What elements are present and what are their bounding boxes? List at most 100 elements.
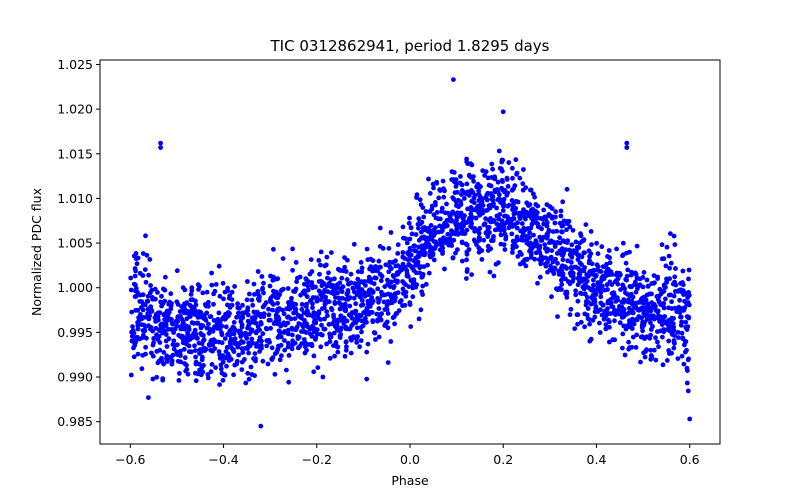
data-point xyxy=(219,330,224,335)
data-point xyxy=(344,344,349,350)
data-point xyxy=(263,300,269,305)
data-point xyxy=(568,306,574,312)
data-point xyxy=(585,306,591,311)
data-point xyxy=(196,313,202,319)
data-point xyxy=(529,207,534,213)
data-point xyxy=(477,235,482,241)
data-point xyxy=(318,292,323,297)
data-point xyxy=(402,302,408,308)
data-point xyxy=(628,308,634,314)
data-point xyxy=(334,318,340,324)
data-point xyxy=(521,167,526,172)
data-point xyxy=(421,226,427,232)
data-point xyxy=(239,346,245,351)
data-point xyxy=(575,282,581,288)
data-point xyxy=(644,334,650,340)
data-point xyxy=(548,254,554,260)
x-tick-label: 0.6 xyxy=(680,452,700,467)
data-point xyxy=(508,220,514,225)
data-point xyxy=(302,288,307,294)
data-point xyxy=(166,355,172,360)
data-point xyxy=(678,314,683,320)
y-tick-label: 1.010 xyxy=(57,191,93,206)
data-point xyxy=(246,331,252,337)
data-point xyxy=(498,241,504,247)
data-point xyxy=(447,239,453,245)
data-point xyxy=(607,279,613,285)
data-point xyxy=(165,359,170,364)
data-point xyxy=(290,338,295,344)
data-point xyxy=(181,338,186,343)
data-point xyxy=(348,313,354,319)
data-point xyxy=(353,301,359,307)
data-point xyxy=(162,298,168,304)
data-point xyxy=(350,285,356,291)
data-point xyxy=(490,166,495,172)
data-point xyxy=(504,177,510,182)
data-point xyxy=(153,325,159,331)
data-point xyxy=(258,342,264,348)
data-point xyxy=(404,240,410,246)
data-point xyxy=(549,248,555,254)
data-point xyxy=(479,248,485,254)
data-point xyxy=(624,277,629,283)
data-point xyxy=(219,370,225,376)
data-point xyxy=(676,335,681,340)
data-point xyxy=(476,245,482,251)
data-point xyxy=(669,299,674,305)
data-point xyxy=(400,286,406,292)
data-point xyxy=(532,256,538,262)
data-point xyxy=(245,312,251,318)
x-tick-label: 0.0 xyxy=(400,452,420,467)
data-point xyxy=(304,321,309,327)
data-point xyxy=(385,299,391,304)
data-point xyxy=(641,270,647,275)
data-point xyxy=(660,334,665,340)
data-point xyxy=(622,352,628,358)
data-point xyxy=(552,244,558,249)
data-point xyxy=(226,295,232,301)
data-point xyxy=(559,287,564,292)
data-point xyxy=(220,377,226,383)
data-point xyxy=(267,283,273,289)
data-point xyxy=(152,286,158,292)
data-point xyxy=(431,257,437,263)
data-point xyxy=(263,326,269,331)
data-point xyxy=(421,264,427,269)
data-point xyxy=(174,323,180,329)
data-point xyxy=(342,264,348,270)
data-point xyxy=(593,288,599,293)
data-point xyxy=(580,285,586,290)
data-point xyxy=(564,265,569,271)
data-point xyxy=(359,269,365,275)
data-point xyxy=(143,233,148,239)
data-point xyxy=(441,186,446,192)
data-point xyxy=(498,227,503,233)
data-point xyxy=(302,344,308,350)
data-point xyxy=(171,338,177,344)
data-point xyxy=(343,347,349,353)
data-point xyxy=(189,308,195,314)
data-point xyxy=(364,376,370,382)
data-point xyxy=(457,203,462,208)
data-point xyxy=(363,315,368,321)
data-point xyxy=(538,216,544,221)
data-point xyxy=(307,326,313,332)
data-point xyxy=(514,170,520,176)
data-point xyxy=(510,207,516,213)
data-point xyxy=(615,295,620,300)
data-point xyxy=(168,303,174,309)
data-point xyxy=(648,327,654,332)
data-point xyxy=(414,195,419,200)
data-point xyxy=(487,205,493,211)
data-point xyxy=(261,280,266,286)
data-point xyxy=(685,388,691,394)
data-point xyxy=(146,395,151,400)
data-point xyxy=(310,313,316,319)
data-point xyxy=(184,341,189,347)
data-point xyxy=(393,311,399,316)
data-point xyxy=(221,296,226,302)
data-point xyxy=(260,304,266,310)
data-point xyxy=(352,319,358,325)
data-point xyxy=(546,229,551,235)
